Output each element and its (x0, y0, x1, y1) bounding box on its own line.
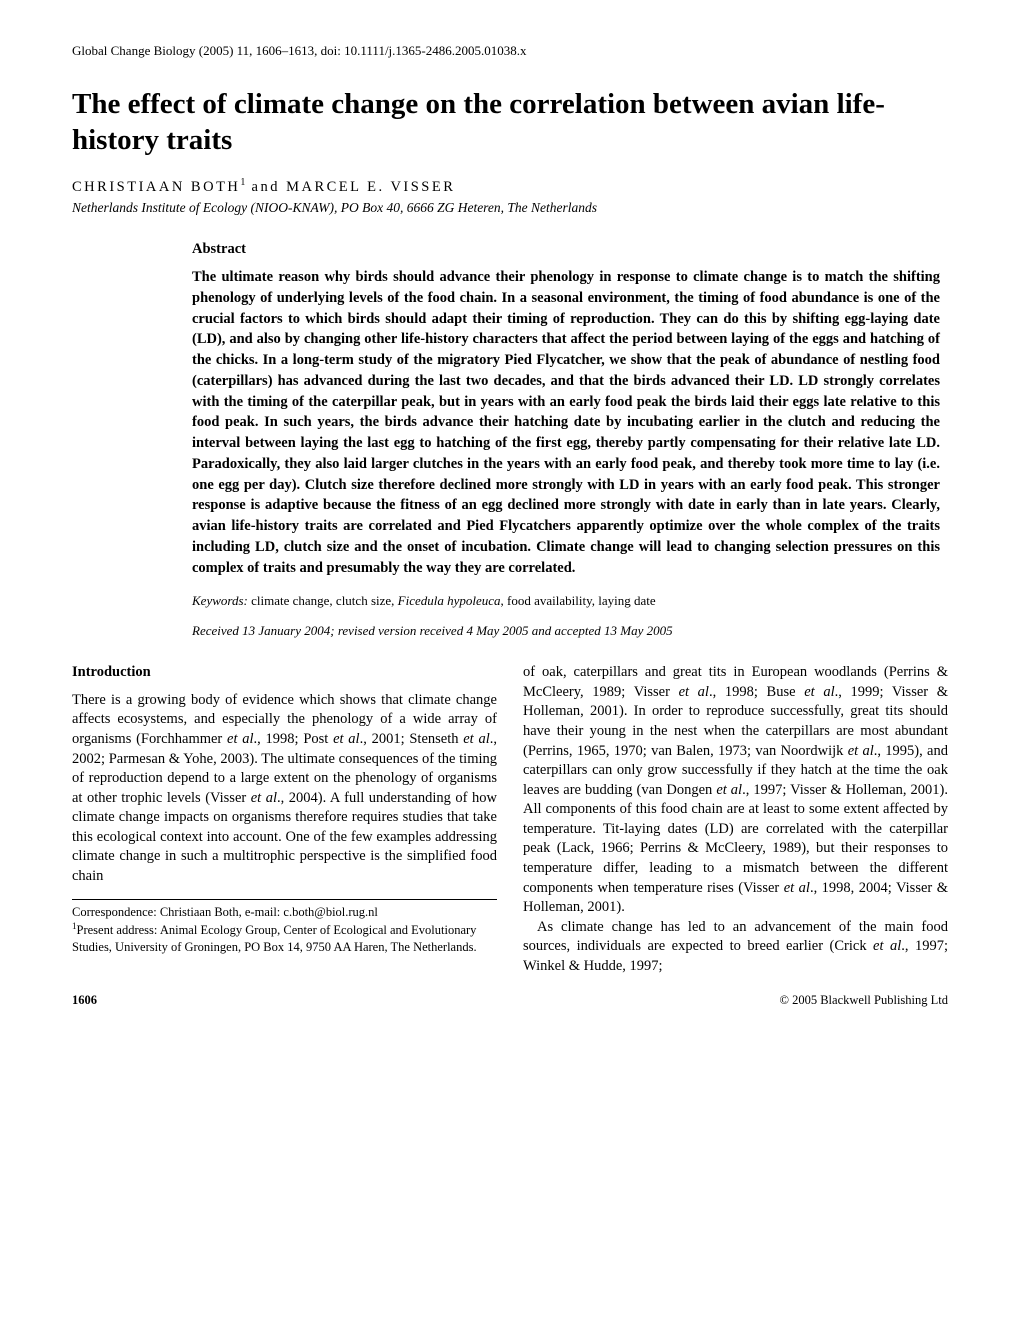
copyright: © 2005 Blackwell Publishing Ltd (779, 992, 948, 1009)
abstract-block: Abstract The ultimate reason why birds s… (192, 240, 940, 640)
intro-paragraph-1: There is a growing body of evidence whic… (72, 691, 497, 887)
intro-heading: Introduction (72, 663, 497, 683)
body-paragraph-right-1: of oak, caterpillars and great tits in E… (523, 663, 948, 917)
journal-header: Global Change Biology (2005) 11, 1606–16… (72, 42, 948, 60)
journal-line: Global Change Biology (2005) 11, 1606–16… (72, 43, 527, 58)
page-number: 1606 (72, 992, 97, 1009)
author-1: CHRISTIAAN BOTH (72, 179, 240, 195)
body-paragraph-right-2: As climate change has led to an advancem… (523, 918, 948, 977)
present-address: 1Present address: Animal Ecology Group, … (72, 920, 497, 956)
author-2: and MARCEL E. VISSER (245, 179, 455, 195)
keywords-species: Ficedula hypoleuca (398, 593, 501, 608)
correspondence-block: Correspondence: Christiaan Both, e-mail:… (72, 899, 497, 957)
keywords-post: , food availability, laying date (501, 593, 656, 608)
keywords-pre: climate change, clutch size, (248, 593, 398, 608)
left-column: Introduction There is a growing body of … (72, 663, 497, 976)
authors-line: CHRISTIAAN BOTH1 and MARCEL E. VISSER (72, 176, 948, 197)
keywords-line: Keywords: climate change, clutch size, F… (192, 592, 940, 610)
right-column: of oak, caterpillars and great tits in E… (523, 663, 948, 976)
correspondence-line: Correspondence: Christiaan Both, e-mail:… (72, 904, 497, 921)
abstract-body: The ultimate reason why birds should adv… (192, 267, 940, 578)
article-title: The effect of climate change on the corr… (72, 86, 948, 159)
body-columns: Introduction There is a growing body of … (72, 663, 948, 976)
page-footer: 1606 © 2005 Blackwell Publishing Ltd (72, 992, 948, 1009)
received-line: Received 13 January 2004; revised versio… (192, 622, 940, 640)
abstract-heading: Abstract (192, 240, 940, 260)
affiliation: Netherlands Institute of Ecology (NIOO-K… (72, 199, 948, 217)
keywords-label: Keywords: (192, 593, 248, 608)
